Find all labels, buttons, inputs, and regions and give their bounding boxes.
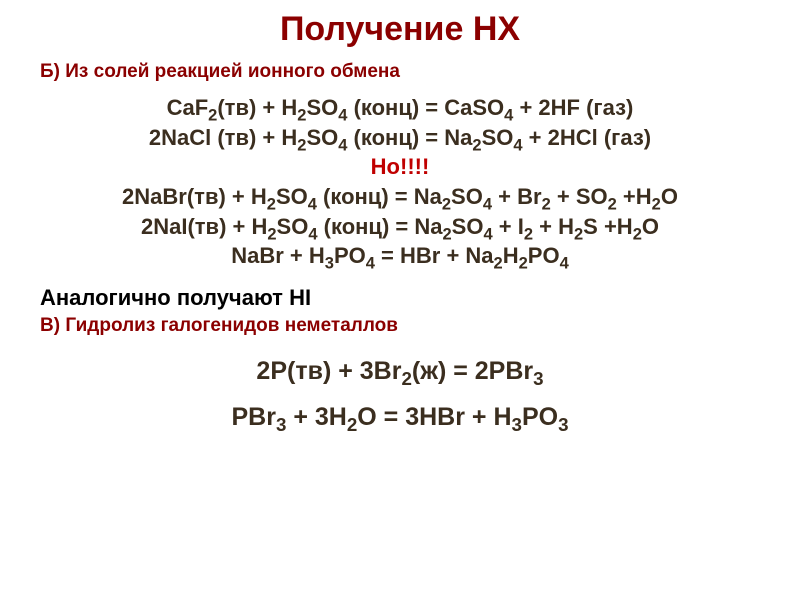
equation-line: 2NaBr(тв) + H2SO4 (конц) = Na2SO4 + Br2 …	[40, 182, 760, 212]
equation-line: 2NaCl (тв) + H2SO4 (конц) = Na2SO4 + 2HC…	[40, 123, 760, 153]
equation-line: 2NaI(тв) + H2SO4 (конц) = Na2SO4 + I2 + …	[40, 212, 760, 242]
slide-root: Получение HX Б) Из солей реакцией ионног…	[0, 0, 800, 600]
equation-line: NaBr + H3PO4 = HBr + Na2H2PO4	[40, 241, 760, 271]
analog-line: Аналогично получают HI	[40, 285, 760, 311]
section-c-heading: В) Гидролиз галогенидов неметаллов	[40, 315, 760, 337]
equation-line: CaF2(тв) + H2SO4 (конц) = CaSO4 + 2HF (г…	[40, 93, 760, 123]
equation-line: PBr3 + 3H2O = 3HBr + H3PO3	[40, 401, 760, 435]
but-line: Но!!!!	[40, 152, 760, 182]
equations-top-block: CaF2(тв) + H2SO4 (конц) = CaSO4 + 2HF (г…	[40, 93, 760, 271]
section-b-heading: Б) Из солей реакцией ионного обмена	[40, 61, 760, 83]
slide-title: Получение HX	[40, 10, 760, 49]
equation-line: 2P(тв) + 3Br2(ж) = 2PBr3	[40, 355, 760, 389]
equations-bottom-block: 2P(тв) + 3Br2(ж) = 2PBr3 PBr3 + 3H2O = 3…	[40, 355, 760, 435]
